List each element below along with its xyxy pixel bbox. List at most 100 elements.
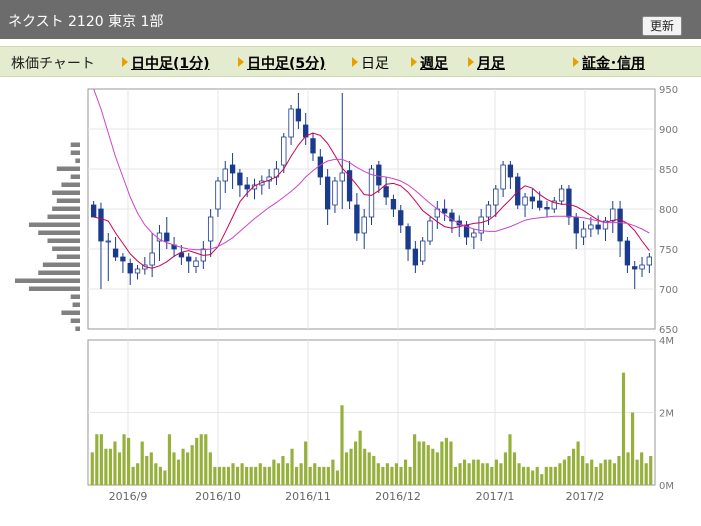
volume-bar xyxy=(372,456,376,485)
ma-long-line xyxy=(93,88,650,251)
volume-bar xyxy=(476,459,480,485)
candle-body xyxy=(112,248,119,258)
candle-body xyxy=(346,170,353,202)
volume-bar xyxy=(326,466,330,485)
volume-bar xyxy=(617,456,621,485)
candle-body xyxy=(98,208,104,242)
volume-profile-bar xyxy=(56,166,80,171)
arrow-icon xyxy=(122,57,128,67)
nav-intraday-5min-label[interactable]: 日中足(5分) xyxy=(247,56,326,72)
volume-bar xyxy=(408,466,412,485)
volume-bar xyxy=(467,463,471,485)
nav-margin-label[interactable]: 証金･信用 xyxy=(582,56,645,72)
volume-bar xyxy=(594,466,598,485)
volume-bar xyxy=(176,459,181,485)
volume-bar xyxy=(217,466,221,485)
x-tick-label: 2017/2 xyxy=(566,490,605,503)
volume-bar xyxy=(313,463,317,485)
volume-bar xyxy=(472,459,476,485)
candle-body xyxy=(237,172,243,186)
volume-profile-bar xyxy=(38,270,80,275)
volume-bar xyxy=(417,441,421,485)
volume-bar xyxy=(644,463,648,485)
volume-profile-bar xyxy=(70,142,80,147)
volume-bar xyxy=(440,441,444,485)
volume-profile-bar xyxy=(42,262,80,267)
header-bar: ネクスト 2120 東京 1部 更新 xyxy=(0,0,701,39)
volume-bar xyxy=(349,448,353,485)
volume-bar xyxy=(453,466,458,485)
candle-body xyxy=(588,224,594,230)
candle-body xyxy=(551,200,557,210)
candle-body xyxy=(500,164,506,190)
candle-body xyxy=(485,204,492,218)
volume-bar xyxy=(204,434,208,485)
volume-bar xyxy=(172,452,176,485)
candle-body xyxy=(186,256,192,262)
volume-bar xyxy=(485,463,489,485)
candle-body xyxy=(90,204,97,218)
volume-bar xyxy=(299,463,303,485)
volume-bar xyxy=(494,459,498,485)
nav-weekly-label[interactable]: 週足 xyxy=(420,56,448,72)
volume-bar xyxy=(317,466,321,485)
volume-profile-bar xyxy=(52,206,80,211)
volume-profile-bar xyxy=(61,310,80,315)
nav-intraday-5min[interactable]: 日中足(5分) xyxy=(238,53,326,73)
volume-profile-bar xyxy=(47,238,80,243)
volume-bar xyxy=(235,466,240,485)
candle-body xyxy=(193,260,199,267)
volume-bar xyxy=(481,463,485,485)
volume-bar xyxy=(490,466,494,485)
nav-intraday-1min-label[interactable]: 日中足(1分) xyxy=(131,56,210,72)
volume-bar xyxy=(522,466,526,485)
volume-bar xyxy=(413,434,417,485)
volume-bar xyxy=(649,456,653,485)
price-tick-label: 650 xyxy=(659,325,678,336)
volume-bar xyxy=(571,448,576,485)
volume-bar xyxy=(431,448,435,485)
refresh-button[interactable]: 更新 xyxy=(642,16,682,36)
volume-profile-bar xyxy=(75,158,80,163)
candle-body xyxy=(566,188,572,218)
volume-bar xyxy=(612,463,616,485)
volume-bar xyxy=(358,430,362,485)
volume-bars xyxy=(90,372,653,485)
moving-averages xyxy=(93,88,650,269)
volume-bar xyxy=(340,405,344,485)
nav-margin[interactable]: 証金･信用 xyxy=(573,53,645,73)
volume-bar xyxy=(104,448,108,485)
volume-bar xyxy=(213,466,217,485)
volume-bar xyxy=(249,466,253,485)
x-tick-label: 2016/10 xyxy=(195,490,241,503)
nav-weekly[interactable]: 週足 xyxy=(411,53,448,73)
volume-profile-bar xyxy=(47,214,80,219)
nav-intraday-1min[interactable]: 日中足(1分) xyxy=(122,53,210,73)
nav-monthly[interactable]: 月足 xyxy=(468,53,505,73)
volume-bar xyxy=(621,372,626,485)
candle-body xyxy=(602,220,609,230)
volume-bar xyxy=(140,441,144,485)
x-tick-label: 2016/12 xyxy=(375,490,421,503)
candle-body xyxy=(127,262,133,274)
volume-bar xyxy=(281,456,285,485)
volume-bar xyxy=(267,466,271,485)
candle-body xyxy=(573,216,579,234)
candle-body xyxy=(478,216,484,234)
nav-monthly-label[interactable]: 月足 xyxy=(477,56,505,72)
volume-bar xyxy=(567,456,571,485)
volume-bar xyxy=(290,448,294,485)
volume-bar xyxy=(158,466,162,485)
candle-body xyxy=(317,156,323,178)
volume-bar xyxy=(308,466,312,485)
volume-profile-bar xyxy=(70,318,80,323)
volume-bar xyxy=(122,434,126,485)
candle-body xyxy=(507,164,514,178)
candle-body xyxy=(164,232,170,242)
candle-body xyxy=(244,184,250,190)
volume-bar xyxy=(435,452,439,485)
volume-bar xyxy=(272,459,276,485)
volume-bar xyxy=(512,452,517,485)
